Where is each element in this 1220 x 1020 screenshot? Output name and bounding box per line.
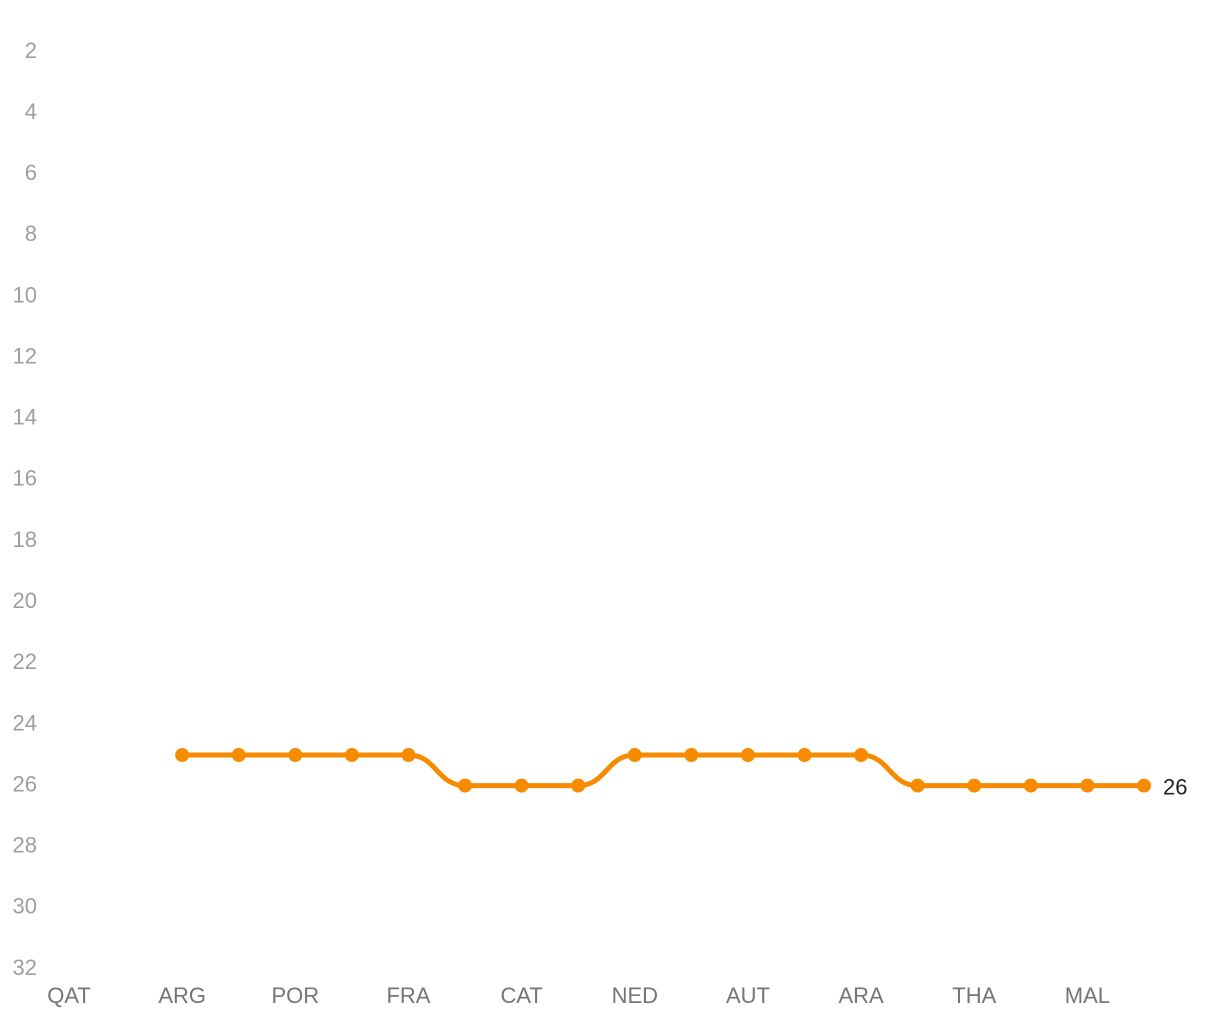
point (344, 748, 359, 763)
y-tick-label: 16 (13, 466, 37, 491)
y-tick-label: 2 (25, 38, 37, 63)
x-tick-label: POR (271, 983, 319, 1008)
point (571, 778, 586, 793)
end-label: 26 (1163, 774, 1187, 799)
point (627, 748, 642, 763)
y-tick-label: 32 (13, 955, 37, 980)
point (175, 748, 190, 763)
y-tick-label: 4 (25, 99, 37, 124)
point (797, 748, 812, 763)
point (231, 748, 246, 763)
y-tick-label: 18 (13, 527, 37, 552)
point (288, 748, 303, 763)
point (401, 748, 416, 763)
point (1137, 778, 1151, 793)
point (458, 778, 473, 793)
point (740, 748, 755, 763)
x-tick-label: ARG (158, 983, 206, 1008)
point (910, 778, 925, 793)
y-tick-label: 20 (13, 588, 37, 613)
x-tick-label: ARA (838, 983, 884, 1008)
y-tick-label: 30 (13, 894, 37, 919)
x-tick-label: NED (612, 983, 658, 1008)
x-tick-label: QAT (47, 983, 91, 1008)
point (967, 778, 982, 793)
point (1023, 778, 1038, 793)
y-tick-label: 28 (13, 833, 37, 858)
x-tick-label: CAT (500, 983, 542, 1008)
y-tick-label: 12 (13, 343, 37, 368)
x-tick-label: AUT (726, 983, 770, 1008)
y-tick-label: 10 (13, 282, 37, 307)
point (684, 748, 699, 763)
y-tick-label: 6 (25, 160, 37, 185)
point (854, 748, 869, 763)
point (514, 778, 529, 793)
x-tick-label: FRA (386, 983, 430, 1008)
y-tick-label: 14 (13, 405, 37, 430)
point (1080, 778, 1095, 793)
line (182, 752, 1144, 789)
x-tick-label: THA (952, 983, 996, 1008)
y-tick-label: 22 (13, 649, 37, 674)
y-tick-label: 26 (13, 771, 37, 796)
x-tick-label: MAL (1065, 983, 1110, 1008)
y-tick-label: 8 (25, 221, 37, 246)
y-tick-label: 24 (13, 710, 37, 735)
